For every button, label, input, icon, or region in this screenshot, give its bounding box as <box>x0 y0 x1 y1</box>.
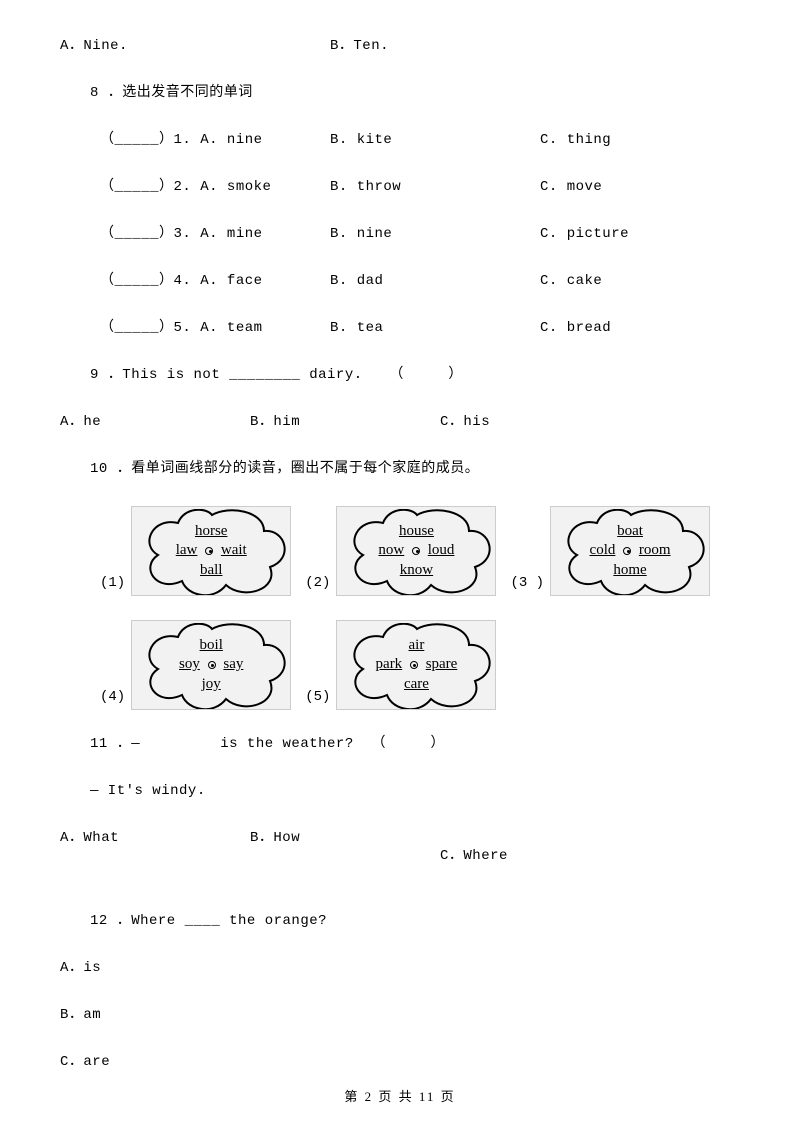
q9-options: A．he B．him C．his <box>60 412 740 433</box>
f4-top: boil <box>200 637 223 653</box>
f5-top: air <box>409 637 425 653</box>
q9-c: C．his <box>440 412 490 433</box>
q8-3-a: （_____）3. A. mine <box>100 224 330 245</box>
f1-top: horse <box>195 523 228 539</box>
q12-stem: 12 ．Where ____ the orange? <box>60 911 740 932</box>
q8-2-a: （_____）2. A. smoke <box>100 177 330 198</box>
f5-bot: care <box>404 676 429 692</box>
q11-b: B．How <box>250 828 440 849</box>
q8-5-c: C. bread <box>540 318 611 339</box>
f4-midR: say <box>223 656 243 672</box>
q7-opt-a: A．Nine. <box>60 36 330 57</box>
q8-4-c: C. cake <box>540 271 602 292</box>
q9-a: A．he <box>60 412 250 433</box>
f3-top: boat <box>617 523 643 539</box>
q8-5-a: （_____）5. A. team <box>100 318 330 339</box>
f1-midL: law <box>176 542 198 558</box>
flower-5-num: (5) <box>305 687 330 708</box>
q10-row1: (1) horse law wait ball (2) house now lo… <box>60 506 740 596</box>
q10-row2: (4) boil soy say joy (5) air park spare … <box>60 620 740 710</box>
f3-midR: room <box>639 542 671 558</box>
ring-icon <box>205 547 213 555</box>
q8-3-b: B. nine <box>330 224 540 245</box>
f2-midR: loud <box>428 542 455 558</box>
q11-c: C．Where <box>440 846 508 867</box>
f3-midL: cold <box>590 542 616 558</box>
q8-1-c: C. thing <box>540 130 611 151</box>
flower-4: (4) boil soy say joy <box>100 620 291 710</box>
f4-midL: soy <box>179 656 200 672</box>
f4-bot: joy <box>202 676 221 692</box>
flower-3: (3 ) boat cold room home <box>510 506 710 596</box>
flower-2-box: house now loud know <box>336 506 496 596</box>
flower-5-box: air park spare care <box>336 620 496 710</box>
flower-2: (2) house now loud know <box>305 506 496 596</box>
ring-icon <box>410 661 418 669</box>
flower-3-num: (3 ) <box>510 573 544 594</box>
flower-3-box: boat cold room home <box>550 506 710 596</box>
q8-row-2: （_____）2. A. smoke B. throw C. move <box>60 177 740 198</box>
q8-2-b: B. throw <box>330 177 540 198</box>
q11-answer: — It's windy. <box>60 781 740 802</box>
q12-c: C．are <box>60 1052 740 1073</box>
f5-midR: spare <box>426 656 458 672</box>
q11-stem: 11 ．— is the weather? （ ） <box>60 734 740 755</box>
q8-2-c: C. move <box>540 177 602 198</box>
flower-4-box: boil soy say joy <box>131 620 291 710</box>
f3-bot: home <box>613 562 646 578</box>
q8-5-b: B. tea <box>330 318 540 339</box>
f5-midL: park <box>376 656 403 672</box>
q8-row-4: （_____）4. A. face B. dad C. cake <box>60 271 740 292</box>
f1-midR: wait <box>221 542 247 558</box>
flower-2-num: (2) <box>305 573 330 594</box>
q8-title: 8 ．选出发音不同的单词 <box>60 83 740 104</box>
q8-4-a: （_____）4. A. face <box>100 271 330 292</box>
q8-row-1: （_____）1. A. nine B. kite C. thing <box>60 130 740 151</box>
flower-1: (1) horse law wait ball <box>100 506 291 596</box>
flower-1-num: (1) <box>100 573 125 594</box>
q8-row-3: （_____）3. A. mine B. nine C. picture <box>60 224 740 245</box>
q9-b: B．him <box>250 412 440 433</box>
ring-icon <box>208 661 216 669</box>
q8-4-b: B. dad <box>330 271 540 292</box>
q8-1-b: B. kite <box>330 130 540 151</box>
q11-options: A．What B．How C．Where <box>60 828 740 867</box>
q8-3-c: C. picture <box>540 224 629 245</box>
ring-icon <box>623 547 631 555</box>
f2-midL: now <box>378 542 404 558</box>
f2-bot: know <box>400 562 433 578</box>
q7-opt-b: B．Ten. <box>330 36 389 57</box>
flower-4-num: (4) <box>100 687 125 708</box>
flower-5: (5) air park spare care <box>305 620 496 710</box>
q12-a: A．is <box>60 958 740 979</box>
q9-stem: 9 ．This is not ________ dairy. （ ） <box>60 365 740 386</box>
q11-a: A．What <box>60 828 250 849</box>
page-footer: 第 2 页 共 11 页 <box>0 1087 800 1107</box>
ring-icon <box>412 547 420 555</box>
q10-title: 10 ．看单词画线部分的读音，圈出不属于每个家庭的成员。 <box>60 459 740 480</box>
q12-b: B．am <box>60 1005 740 1026</box>
q7-options: A．Nine. B．Ten. <box>60 36 740 57</box>
f2-top: house <box>399 523 434 539</box>
q8-1-a: （_____）1. A. nine <box>100 130 330 151</box>
q8-row-5: （_____）5. A. team B. tea C. bread <box>60 318 740 339</box>
f1-bot: ball <box>200 562 223 578</box>
flower-1-box: horse law wait ball <box>131 506 291 596</box>
